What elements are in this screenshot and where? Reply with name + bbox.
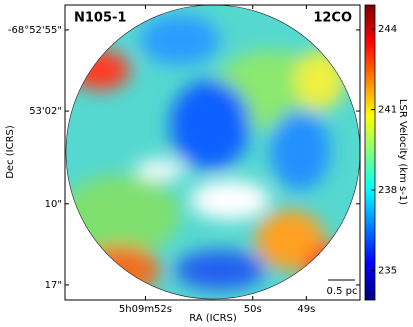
x-tick-label: 49s (297, 304, 315, 315)
y-tick-label: 17" (45, 280, 62, 291)
tracer-label: 12CO (313, 11, 352, 26)
velocity-image (66, 5, 360, 299)
y-tick-label: 10" (45, 199, 62, 210)
colorbar-label: LSR Velocity (km s-1) (397, 99, 408, 205)
scale-bar-label: 0.5 pc (327, 286, 358, 297)
colorbar-tick-label: 235 (378, 266, 397, 277)
x-axis-label: RA (ICRS) (189, 313, 237, 324)
colorbar-tick-label: 238 (378, 185, 397, 196)
plot-frame (64, 4, 361, 301)
y-tick-label: 53'02" (29, 106, 62, 117)
x-tick-label: 5h09m52s (119, 304, 172, 315)
colorbar (364, 4, 376, 301)
y-axis-label: Dec (ICRS) (5, 125, 16, 179)
y-tick-label: -68°52'55" (8, 25, 62, 36)
chart-title: N105-1 (74, 11, 126, 26)
x-tick-label: 50s (244, 304, 262, 315)
colorbar-tick-label: 241 (378, 105, 397, 116)
colorbar-tick-label: 244 (378, 24, 397, 35)
